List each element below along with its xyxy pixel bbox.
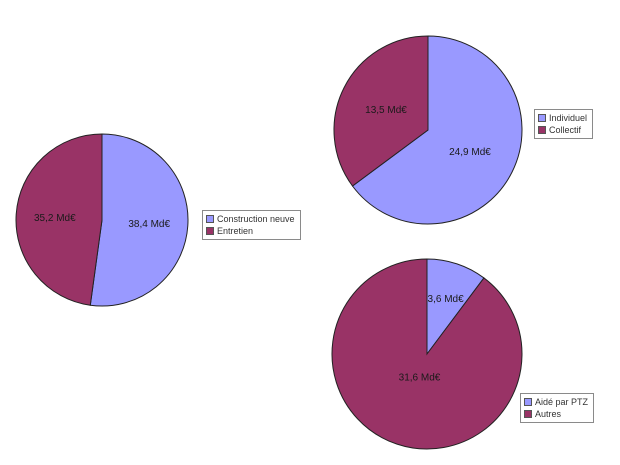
legend-label-construction-neuve: Construction neuve — [217, 214, 295, 224]
legend-logement-type: Individuel Collectif — [534, 109, 594, 139]
pie-chart-logement-type: 24,9 Md€ 13,5 Md€ — [333, 35, 523, 225]
legend-swatch-autres — [524, 410, 532, 418]
legend-label-collectif: Collectif — [549, 125, 582, 135]
legend-item: Individuel — [538, 112, 587, 124]
pie-slice-individuel — [351, 35, 523, 225]
data-label-individuel: 24,9 Md€ — [449, 147, 491, 158]
legend-swatch-entretien — [206, 227, 214, 235]
legend-construction: Construction neuve Entretien — [202, 210, 301, 240]
data-label-construction-neuve: 38,4 Md€ — [128, 219, 170, 230]
pie-chart-ptz: 3,6 Md€ 31,6 Md€ — [331, 258, 523, 450]
data-label-collectif: 13,5 Md€ — [365, 105, 407, 116]
pie-slice-autres — [331, 258, 523, 450]
legend-label-entretien: Entretien — [217, 226, 254, 236]
data-label-entretien: 35,2 Md€ — [34, 213, 76, 224]
legend-item: Construction neuve — [206, 213, 295, 225]
legend-label-aide-ptz: Aidé par PTZ — [535, 397, 589, 407]
legend-item: Aidé par PTZ — [524, 396, 588, 408]
legend-swatch-aide-ptz — [524, 398, 532, 406]
legend-label-individuel: Individuel — [549, 113, 588, 123]
legend-label-autres: Autres — [535, 409, 562, 419]
data-label-aid-par-ptz: 3,6 Md€ — [428, 294, 465, 305]
legend-swatch-construction-neuve — [206, 215, 214, 223]
pie-slice-construction-neuve — [89, 133, 189, 307]
pie-chart-construction: 38,4 Md€ 35,2 Md€ — [15, 133, 189, 307]
pie-slice-collectif — [333, 35, 429, 187]
legend-swatch-collectif — [538, 126, 546, 134]
legend-item: Collectif — [538, 124, 587, 136]
legend-ptz: Aidé par PTZ Autres — [520, 393, 595, 423]
legend-item: Autres — [524, 408, 588, 420]
data-label-autres: 31,6 Md€ — [399, 373, 441, 384]
legend-item: Entretien — [206, 225, 295, 237]
pie-slice-entretien — [15, 133, 103, 306]
legend-swatch-individuel — [538, 114, 546, 122]
